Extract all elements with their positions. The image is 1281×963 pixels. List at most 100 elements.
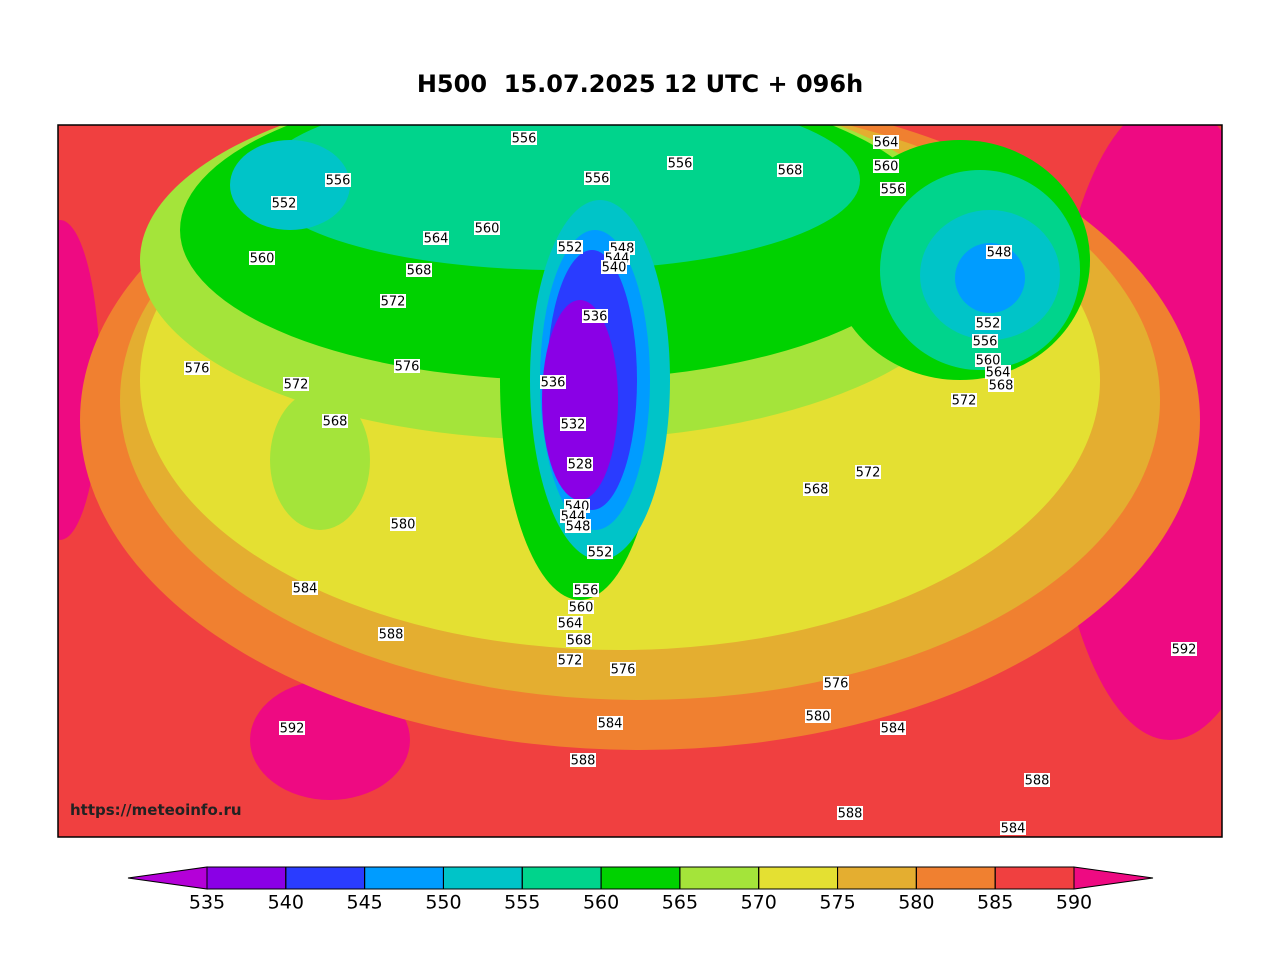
colorbar-tick-label: 575 [819,892,855,914]
contour-label: 568 [406,263,432,279]
label-box [1171,642,1197,656]
colorbar-bin [915,866,996,890]
contour-value: 564 [986,366,1011,381]
label-box [566,633,592,647]
contour-value: 556 [668,157,693,172]
label-box [271,196,297,210]
contour-value: 580 [391,518,416,533]
contour-label: 552 [557,240,583,256]
contour-value: 568 [804,483,829,498]
colorbar-tick-label: 550 [425,892,461,914]
contour-label: 568 [777,163,803,179]
colorbar: 535 540 545 550 555 560 565 570 575 580 585 590 [127,866,1154,914]
colorbar-tick-label: 585 [977,892,1013,914]
contour-value: 588 [1025,774,1050,789]
label-box [394,359,420,373]
contour-label: 588 [570,753,596,769]
contour-value: 548 [566,520,591,535]
label-box [378,627,404,641]
label-box [249,251,275,265]
map-frame [57,124,1223,838]
contour-value: 528 [568,458,593,473]
label-box [567,457,593,471]
contour-value: 540 [602,261,627,276]
colorbar-bin [364,866,444,890]
label-box [557,653,583,667]
label-box [601,260,627,274]
contour-value: 592 [1172,643,1197,658]
contour-value: 568 [323,415,348,430]
contour-label: 556 [584,171,610,187]
label-box [837,806,863,820]
colorbar-over [1073,866,1154,890]
label-box [880,182,906,196]
contour-label: 568 [322,414,348,430]
contour-value: 592 [280,722,305,737]
contour-label: 560 [568,600,594,616]
contour-value: 536 [583,310,608,325]
contour-value: 572 [952,394,977,409]
label-box [325,173,351,187]
contour-label: 556 [511,131,537,147]
contour-label: 584 [1000,821,1026,837]
watermark: https://meteoinfo.ru [70,801,242,819]
label-box [292,581,318,595]
contour-value: 576 [185,362,210,377]
contour-value: 584 [881,722,906,737]
contour-value: 564 [424,232,449,247]
colorbar-tick-label: 580 [898,892,934,914]
colorbar-tick-label: 555 [504,892,540,914]
contour-value: 572 [558,654,583,669]
label-box [565,519,591,533]
contour-label: 564 [557,616,583,632]
contour-label: 552 [975,316,1001,332]
label-box [951,393,977,407]
contour-value: 568 [567,634,592,649]
contour-label: 564 [985,365,1011,381]
label-box [568,600,594,614]
contour-labels: 5565565525605645605685725765725765685805… [184,131,1197,837]
colorbar-bin [521,866,602,890]
label-box [380,294,406,308]
contour-value: 556 [326,174,351,189]
contour-value: 556 [973,335,998,350]
contour-value: 572 [284,378,309,393]
contour-label: 576 [184,361,210,377]
contour-value: 556 [512,132,537,147]
contour-value: 560 [976,354,1001,369]
contour-value: 564 [558,617,583,632]
contour-label: 556 [573,583,599,599]
label-box [283,377,309,391]
colorbar-tick-label: 540 [268,892,304,914]
contour-value: 576 [395,360,420,375]
contour-label: 552 [271,196,297,212]
contour-value: 552 [272,197,297,212]
contour-label: 568 [566,633,592,649]
label-box [1024,773,1050,787]
contour-label: 548 [986,245,1012,261]
contour-label: 560 [249,251,275,267]
label-box [986,245,1012,259]
label-box [975,316,1001,330]
colorbar-tick-label: 590 [1056,892,1092,914]
label-box [406,263,432,277]
contour-label: 572 [557,653,583,669]
contour-value: 552 [558,241,583,256]
label-box [667,156,693,170]
contour-value: 568 [778,164,803,179]
contour-label: 556 [667,156,693,172]
contour-label: 540 [601,260,627,276]
contour-label: 564 [423,231,449,247]
colorbar-tick-label: 535 [189,892,225,914]
contour-label: 536 [582,309,608,325]
label-box [803,482,829,496]
contour-label: 552 [587,545,613,561]
label-box [570,753,596,767]
label-box [988,378,1014,392]
label-box [322,414,348,428]
label-box [511,131,537,145]
label-box [587,545,613,559]
contour-label: 588 [837,806,863,822]
contour-value: 584 [598,717,623,732]
contour-value: 584 [293,582,318,597]
